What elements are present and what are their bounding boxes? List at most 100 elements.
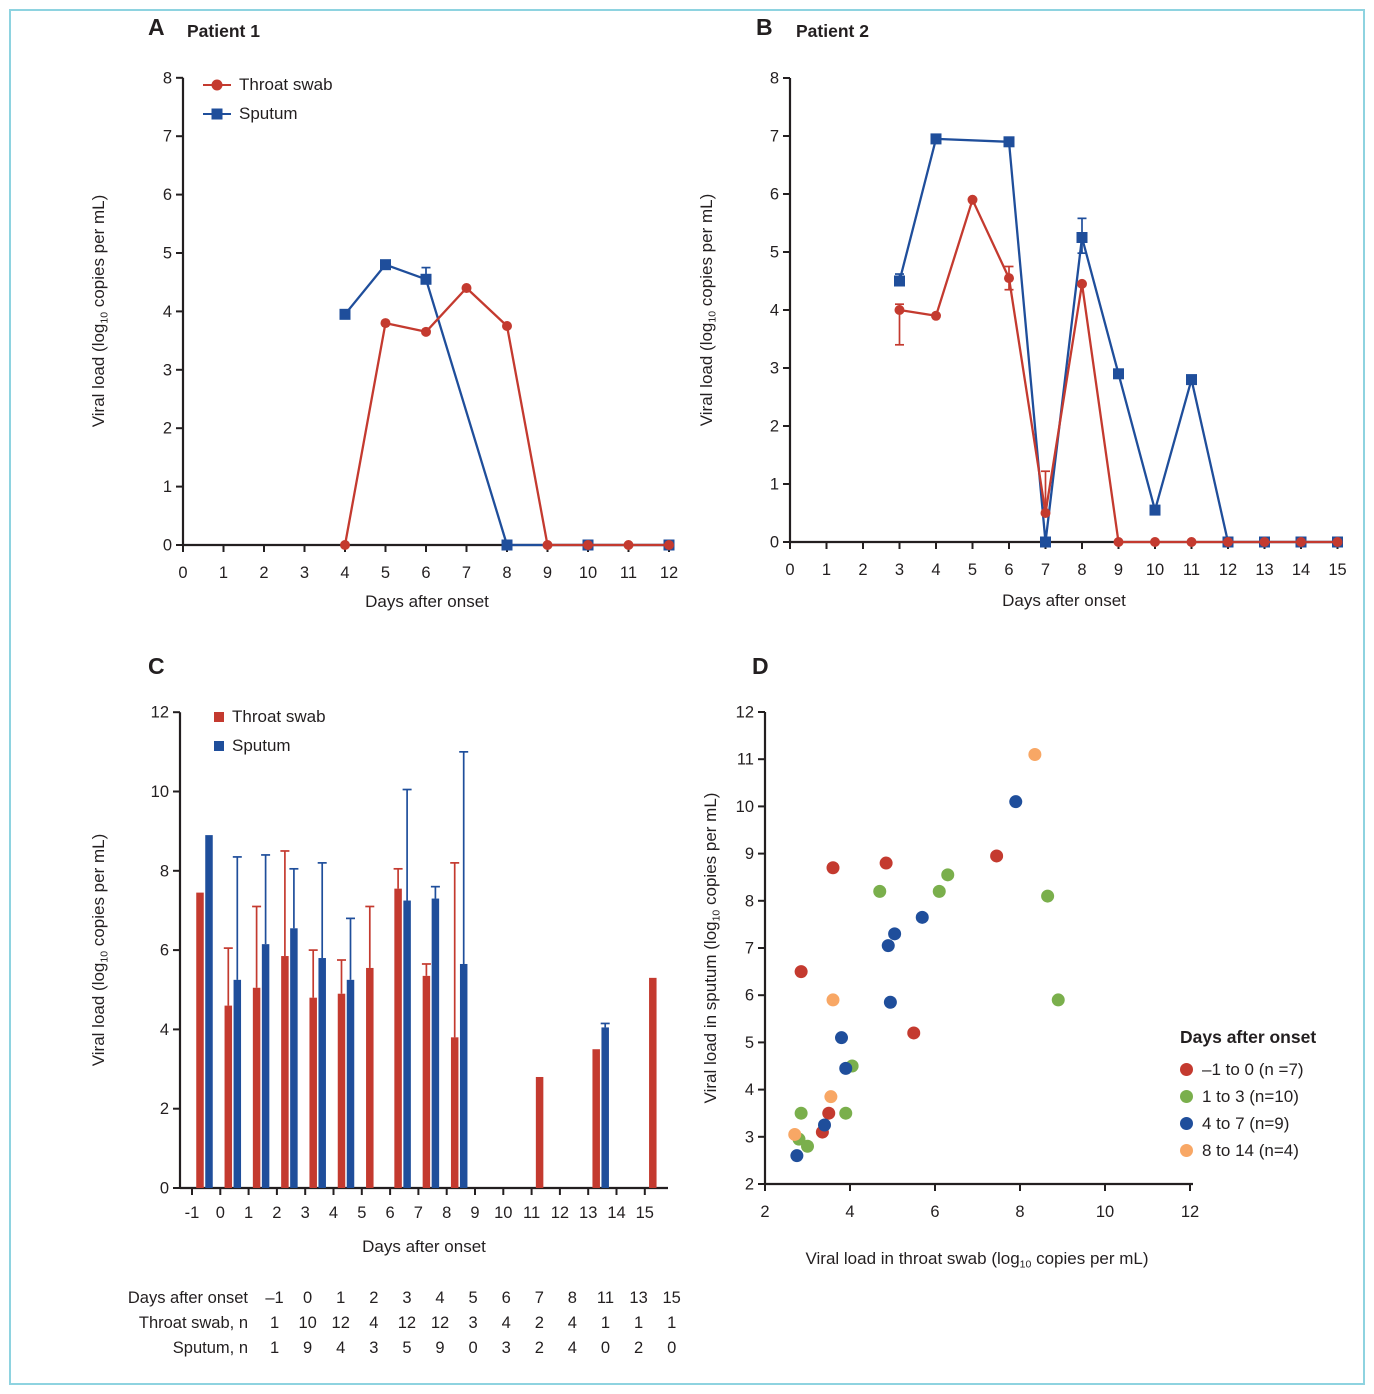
x-tick-label: 7 [1041, 561, 1050, 579]
data-point [339, 308, 351, 320]
legend-label: Sputum [232, 735, 291, 755]
bar [431, 898, 440, 1188]
table-cell: 4 [567, 1339, 577, 1357]
x-tick-label: 10 [1146, 561, 1164, 579]
y-axis: 2 3 4 5 6 7 8 9 10 11 12 Viral load in sputum (log1… [701, 704, 767, 1194]
table-cell: 11 [596, 1289, 615, 1307]
legend-item-group-4: 8 to 14 (n=4) [1180, 1137, 1316, 1164]
panel-b-title: Patient 2 [796, 21, 869, 41]
table-cell: 10 [298, 1314, 317, 1332]
data-point [932, 884, 946, 898]
data-point [1040, 536, 1051, 548]
panel-b-label: B [756, 14, 773, 40]
table-cell: 1 [600, 1314, 611, 1332]
x-axis-title: Days after onset [365, 592, 489, 611]
table-cell: 12 [430, 1314, 450, 1332]
data-point [501, 539, 513, 551]
table-row-label: Throat swab, n [138, 1314, 248, 1332]
sample-count-table: Days after onset –1 0 1 2 3 4 5 6 7 8 11 13 15 Throa… [30, 1286, 710, 1361]
table-cell: 4 [567, 1314, 577, 1332]
y-tick-label: 6 [745, 987, 754, 1005]
x-tick-label: 11 [523, 1204, 540, 1222]
y-axis-title: Viral load (log10 copies per mL) [89, 834, 111, 1067]
x-tick-label: 7 [414, 1204, 423, 1222]
x-axis-title: Days after onset [1002, 591, 1126, 610]
orange-dot-icon [1180, 1144, 1193, 1157]
throat-swab-marker-icon [203, 76, 231, 94]
data-point [1149, 504, 1161, 516]
data-point [894, 275, 905, 287]
data-point [1028, 747, 1042, 761]
bar [233, 979, 242, 1188]
x-tick-label: 1 [822, 561, 831, 579]
data-point [1186, 537, 1197, 547]
legend-item-throat-swab: Throat swab [203, 70, 333, 99]
data-point [941, 868, 955, 882]
data-point [839, 1106, 853, 1120]
y-tick-label: 3 [770, 360, 779, 378]
series-sputum [339, 259, 675, 551]
x-tick-label: 2 [272, 1204, 281, 1222]
bar [403, 900, 411, 1188]
y-tick-label: 2 [745, 1176, 754, 1194]
y-tick-label: 5 [745, 1034, 754, 1052]
panel-a-title: Patient 1 [187, 21, 260, 41]
data-point [888, 927, 902, 941]
data-point [931, 310, 941, 321]
x-tick-label: 4 [329, 1204, 338, 1222]
y-tick-label: 10 [151, 783, 169, 801]
table-cell: 1 [269, 1339, 280, 1357]
data-point [894, 305, 905, 315]
table-row-label: Sputum, n [172, 1339, 248, 1357]
panel-c-label: C [148, 653, 165, 679]
table-cell: 13 [629, 1289, 648, 1307]
y-tick-label: 9 [745, 845, 754, 863]
x-tick-label: 11 [1183, 561, 1200, 579]
data-point [380, 259, 391, 271]
data-point [380, 318, 391, 329]
table-cell: 15 [662, 1289, 681, 1307]
panel-c-legend: Throat swab Sputum [214, 702, 326, 760]
table-cell: 0 [468, 1339, 478, 1357]
x-tick-label: 14 [607, 1204, 625, 1222]
x-tick-label: 3 [895, 561, 904, 579]
x-tick-label: 0 [785, 561, 794, 579]
bar [649, 977, 657, 1188]
bar [224, 1005, 233, 1188]
data-point [879, 856, 893, 870]
legend-title: Days after onset [1180, 1027, 1317, 1047]
y-tick-label: 8 [770, 70, 779, 88]
data-point [881, 939, 895, 953]
table-cell: 6 [501, 1289, 511, 1307]
x-tick-label: 9 [543, 564, 552, 582]
x-tick-label: 5 [968, 561, 977, 579]
bar [318, 958, 326, 1188]
table-cell: 4 [336, 1339, 346, 1357]
table-cell: 1 [336, 1289, 346, 1307]
x-tick-label: 6 [930, 1203, 939, 1221]
x-tick-label: 12 [1219, 561, 1237, 579]
y-tick-label: 3 [163, 361, 172, 379]
x-tick-label: -1 [185, 1204, 200, 1222]
table-cell: 0 [600, 1339, 611, 1357]
panel-d-legend: Days after onset –1 to 0 (n =7) 1 to 3 (… [1180, 1027, 1316, 1164]
x-tick-label: 1 [244, 1204, 253, 1222]
data-point [790, 1149, 804, 1163]
legend-item-group-3: 4 to 7 (n=9) [1180, 1110, 1316, 1137]
data-point [873, 884, 887, 898]
panel-a-legend: Throat swab Sputum [203, 70, 333, 128]
y-tick-label: 4 [160, 1021, 169, 1039]
x-axis-title: Days after onset [362, 1237, 486, 1256]
x-tick-label: 6 [421, 564, 430, 582]
table-cell: 2 [534, 1339, 544, 1357]
x-tick-label: 8 [1015, 1203, 1024, 1221]
y-tick-label: 6 [160, 942, 169, 960]
x-tick-label: 7 [462, 564, 471, 582]
series-throat-swab [894, 194, 1343, 547]
data-point [839, 1061, 853, 1075]
y-tick-label: 7 [163, 128, 172, 146]
table-cell: 12 [331, 1314, 350, 1332]
